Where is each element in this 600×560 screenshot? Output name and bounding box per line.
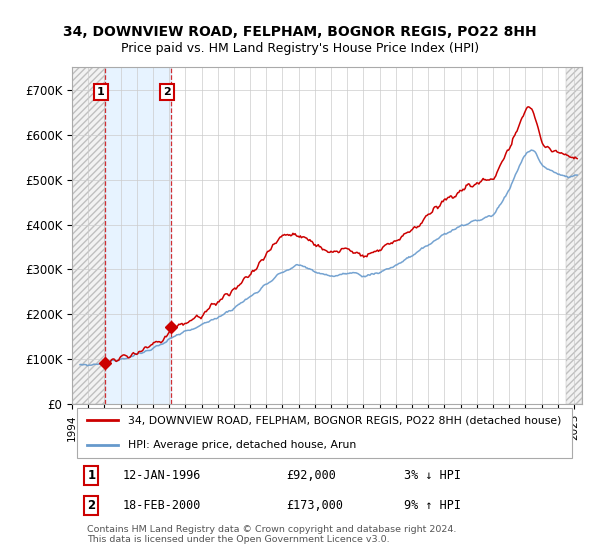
Text: 2: 2 [163, 87, 171, 97]
Text: 34, DOWNVIEW ROAD, FELPHAM, BOGNOR REGIS, PO22 8HH (detached house): 34, DOWNVIEW ROAD, FELPHAM, BOGNOR REGIS… [128, 415, 562, 425]
Bar [566, 67, 582, 404]
Text: 2: 2 [88, 499, 95, 512]
Bar [72, 67, 105, 404]
Text: Contains HM Land Registry data © Crown copyright and database right 2024.
This d: Contains HM Land Registry data © Crown c… [88, 525, 457, 544]
Bar [105, 67, 171, 404]
Text: 12-JAN-1996: 12-JAN-1996 [123, 469, 202, 482]
Text: 18-FEB-2000: 18-FEB-2000 [123, 499, 202, 512]
Text: Price paid vs. HM Land Registry's House Price Index (HPI): Price paid vs. HM Land Registry's House … [121, 42, 479, 55]
Text: 3% ↓ HPI: 3% ↓ HPI [404, 469, 461, 482]
Text: £173,000: £173,000 [286, 499, 343, 512]
Text: 1: 1 [97, 87, 105, 97]
Text: 9% ↑ HPI: 9% ↑ HPI [404, 499, 461, 512]
Bar [72, 67, 105, 404]
Text: £92,000: £92,000 [286, 469, 336, 482]
Text: HPI: Average price, detached house, Arun: HPI: Average price, detached house, Arun [128, 440, 356, 450]
Text: 1: 1 [88, 469, 95, 482]
Bar [566, 67, 582, 404]
FancyBboxPatch shape [77, 408, 572, 458]
Text: 34, DOWNVIEW ROAD, FELPHAM, BOGNOR REGIS, PO22 8HH: 34, DOWNVIEW ROAD, FELPHAM, BOGNOR REGIS… [63, 25, 537, 39]
